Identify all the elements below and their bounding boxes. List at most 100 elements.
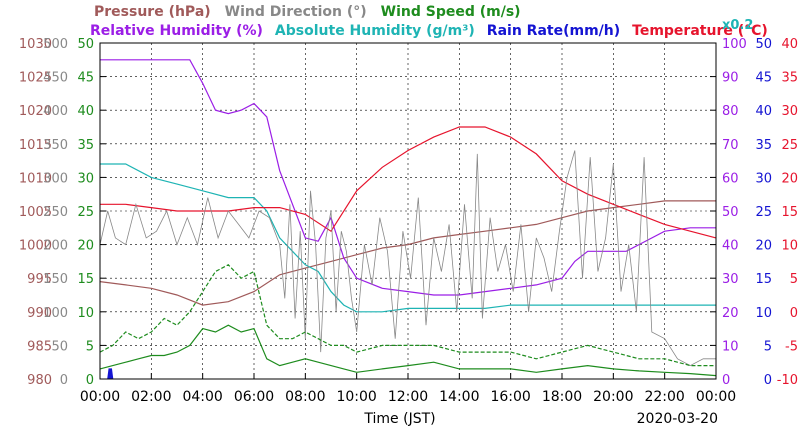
temperature-tick: -5 xyxy=(785,339,798,354)
rain-tick: 50 xyxy=(755,37,772,52)
wind-speed-tick: 50 xyxy=(77,37,94,52)
rain-tick: 40 xyxy=(755,104,772,119)
temperature-tick: 40 xyxy=(781,37,798,52)
scale-note: x0.2 xyxy=(722,18,753,33)
humidity-tick: 90 xyxy=(722,71,739,86)
humidity-tick: 0 xyxy=(722,373,730,388)
legend-entry: Relative Humidity (%) xyxy=(90,23,263,39)
temperature-tick: 5 xyxy=(790,272,798,287)
temperature-tick: -10 xyxy=(777,373,798,388)
wind-speed-tick: 30 xyxy=(77,171,94,186)
x-tick-label: 02:00 xyxy=(131,389,171,405)
rain-tick: 25 xyxy=(755,205,772,220)
wind-speed-tick: 5 xyxy=(86,339,94,354)
rain-tick: 0 xyxy=(764,373,772,388)
x-tick-label: 20:00 xyxy=(593,389,633,405)
series-absolute-humidity-g-m xyxy=(100,163,716,313)
humidity-tick: 30 xyxy=(722,272,739,287)
humidity-tick: 10 xyxy=(722,339,739,354)
wind-speed-tick: 0 xyxy=(86,373,94,388)
wind-speed-tick: 15 xyxy=(77,272,94,287)
rain-tick: 20 xyxy=(755,239,772,254)
series-wind-speed-gust xyxy=(99,264,716,367)
temperature-tick: 0 xyxy=(790,306,798,321)
humidity-tick: 80 xyxy=(722,104,739,119)
x-tick-label: 12:00 xyxy=(388,389,428,405)
legend-entry: Wind Direction (°) xyxy=(225,4,367,20)
pressure-tick: 990 xyxy=(27,306,52,321)
legend-entry: Absolute Humidity (g/m³) xyxy=(275,23,475,39)
temperature-tick: 10 xyxy=(781,239,798,254)
date-label: 2020-03-20 xyxy=(637,411,718,427)
pressure-tick: 1015 xyxy=(19,138,52,153)
x-tick-label: 00:00 xyxy=(696,389,736,405)
wind-direction-tick: 250 xyxy=(43,205,68,220)
pressure-tick: 985 xyxy=(27,339,52,354)
wind-direction-tick: 0 xyxy=(60,373,68,388)
temperature-tick: 25 xyxy=(781,138,798,153)
wind-speed-tick: 10 xyxy=(77,306,94,321)
wind-direction-tick: 150 xyxy=(43,272,68,287)
series-wind-speed-m-s xyxy=(99,324,717,377)
axes: 9809859909951000100510101015102010251030… xyxy=(19,37,798,405)
wind-direction-tick: 300 xyxy=(43,171,68,186)
pressure-tick: 1000 xyxy=(19,239,52,254)
wind-speed-tick: 40 xyxy=(77,104,94,119)
wind-direction-tick: 200 xyxy=(43,239,68,254)
plot-area xyxy=(99,43,717,380)
x-axis-label: Time (JST) xyxy=(363,411,435,427)
rain-tick: 45 xyxy=(755,71,772,86)
pressure-tick: 1005 xyxy=(19,205,52,220)
rain-tick: 5 xyxy=(764,339,772,354)
pressure-tick: 1020 xyxy=(19,104,52,119)
legend-entry: Wind Speed (m/s) xyxy=(381,4,521,20)
humidity-tick: 100 xyxy=(722,37,747,52)
rain-tick: 15 xyxy=(755,272,772,287)
wind-speed-tick: 45 xyxy=(77,71,94,86)
pressure-tick: 1025 xyxy=(19,71,52,86)
wind-speed-tick: 35 xyxy=(77,138,94,153)
wind-direction-tick: 350 xyxy=(43,138,68,153)
wind-direction-tick: 50 xyxy=(51,339,68,354)
rain-tick: 30 xyxy=(755,171,772,186)
x-tick-label: 14:00 xyxy=(439,389,479,405)
series-wind-direction xyxy=(99,150,716,367)
wind-direction-tick: 400 xyxy=(43,104,68,119)
legend-entry: Rain Rate(mm/h) xyxy=(487,23,620,39)
x-tick-label: 18:00 xyxy=(542,389,582,405)
wind-speed-tick: 25 xyxy=(77,205,94,220)
x-tick-label: 00:00 xyxy=(80,389,120,405)
x-tick-label: 10:00 xyxy=(336,389,376,405)
legend: Pressure (hPa) Wind Direction (°) Wind Spe… xyxy=(90,4,768,39)
series-temperature-c xyxy=(100,126,717,239)
wind-direction-tick: 100 xyxy=(43,306,68,321)
humidity-tick: 70 xyxy=(722,138,739,153)
pressure-tick: 1010 xyxy=(19,171,52,186)
temperature-tick: 30 xyxy=(781,104,798,119)
pressure-tick: 995 xyxy=(27,272,52,287)
series-pressure-hpa xyxy=(99,200,716,306)
temperature-tick: 35 xyxy=(781,71,798,86)
temperature-tick: 20 xyxy=(781,171,798,186)
pressure-tick: 1030 xyxy=(19,37,52,52)
x-tick-label: 16:00 xyxy=(490,389,530,405)
humidity-tick: 50 xyxy=(722,205,739,220)
rain-tick: 10 xyxy=(755,306,772,321)
x-tick-label: 08:00 xyxy=(285,389,325,405)
legend-entry: Temperature (°C) xyxy=(632,23,768,39)
wind-direction-tick: 500 xyxy=(43,37,68,52)
humidity-tick: 20 xyxy=(722,306,739,321)
legend-entry: Pressure (hPa) xyxy=(94,4,211,20)
wind-direction-tick: 450 xyxy=(43,71,68,86)
x-tick-label: 22:00 xyxy=(644,389,684,405)
x-tick-label: 06:00 xyxy=(234,389,274,405)
humidity-tick: 40 xyxy=(722,239,739,254)
series-relative-humidity xyxy=(100,59,716,296)
x-tick-label: 04:00 xyxy=(182,389,222,405)
pressure-tick: 980 xyxy=(27,373,52,388)
humidity-tick: 60 xyxy=(722,171,739,186)
temperature-tick: 15 xyxy=(781,205,798,220)
rain-tick: 35 xyxy=(755,138,772,153)
wind-speed-tick: 20 xyxy=(77,239,94,254)
